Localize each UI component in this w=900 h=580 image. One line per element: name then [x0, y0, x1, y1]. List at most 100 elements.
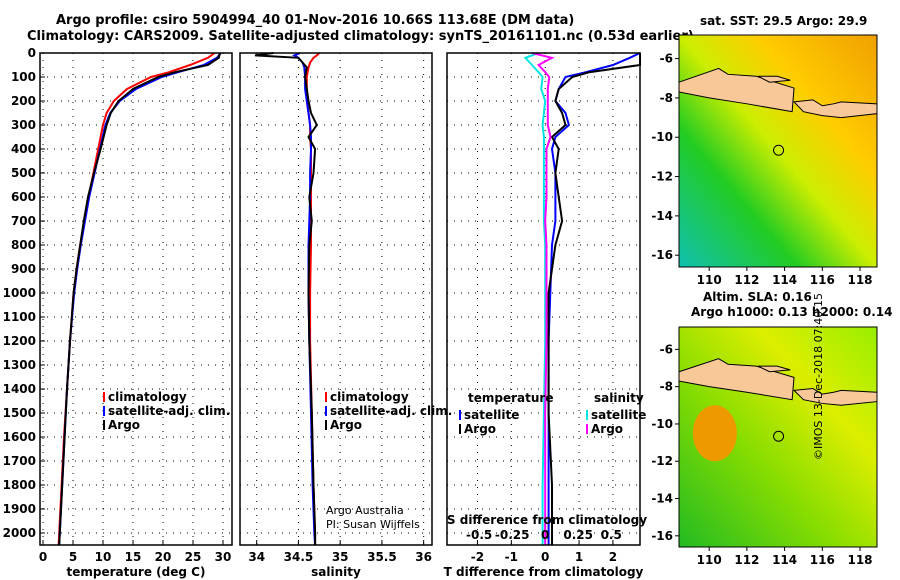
x-tick-label: 30: [215, 550, 232, 564]
argo-location-marker: [773, 430, 785, 442]
y-tick-label: 1500: [3, 406, 36, 420]
y-tick-label: 300: [11, 118, 36, 132]
lat-tick-label: -14: [651, 492, 673, 506]
x-tick-label: 34.5: [284, 550, 314, 564]
y-tick-label: 1300: [3, 358, 36, 372]
legend-label: satellite-adj. clim.: [108, 404, 230, 418]
title-line-2: Climatology: CARS2009. Satellite-adjuste…: [27, 29, 694, 44]
map-field: [679, 35, 877, 267]
series-line-argo: [254, 52, 318, 545]
x-tick-label: 35.5: [367, 550, 397, 564]
madura-island: [757, 365, 791, 373]
x-tick-label: 2: [609, 550, 617, 564]
credit-pi: PI: Susan Wijffels: [326, 518, 420, 531]
series-line-s-argo: [531, 52, 555, 545]
y-tick-label: 1100: [3, 310, 36, 324]
sst-map-title: sat. SST: 29.5 Argo: 29.9: [700, 14, 868, 28]
lon-tick-label: 114: [772, 273, 797, 287]
x-tick-label: 20: [155, 550, 172, 564]
sla-high-anomaly: [692, 405, 737, 462]
legend-label: satellite: [464, 408, 519, 422]
lon-tick-label: 118: [847, 273, 872, 287]
legend-label: Argo: [330, 418, 362, 432]
x-tick-label: 36: [415, 550, 432, 564]
series-line-argo: [58, 52, 221, 546]
s-tick-label: 0: [541, 528, 549, 542]
s-tick-label: 0.25: [563, 528, 593, 542]
lat-tick-label: -8: [660, 380, 673, 394]
map-frame: [678, 34, 878, 268]
legend-label: Argo: [591, 422, 623, 436]
credit-argo-australia: Argo Australia: [326, 504, 404, 517]
argo-location-marker: [773, 144, 785, 156]
map_sla-map: [675, 326, 878, 551]
series-line-satellite-adj-clim-: [58, 52, 222, 546]
lat-tick-label: -10: [651, 417, 673, 431]
lat-tick-label: -6: [660, 342, 673, 356]
x-tick-label: 1: [575, 550, 583, 564]
lon-tick-label: 116: [810, 553, 835, 567]
sla-map-title-2: Argo h1000: 0.13 h2000: 0.14: [691, 305, 893, 319]
y-tick-label: 1000: [3, 286, 36, 300]
x-tick-label: 5: [69, 550, 77, 564]
s-tick-label: -0.25: [495, 528, 530, 542]
lon-tick-label: 112: [734, 273, 759, 287]
x-tick-label: 0: [541, 550, 549, 564]
y-tick-label: 1900: [3, 502, 36, 516]
y-tick-label: 400: [11, 142, 36, 156]
y-tick-label: 700: [11, 214, 36, 228]
y-tick-label: 1200: [3, 334, 36, 348]
series-line-climatology: [57, 52, 216, 546]
lon-tick-label: 112: [734, 553, 759, 567]
y-tick-label: 1400: [3, 382, 36, 396]
title-line-1: Argo profile: csiro 5904994_40 01-Nov-20…: [56, 13, 575, 28]
x-tick-label: 0: [39, 550, 47, 564]
plot-frame: [239, 52, 433, 546]
y-tick-label: 1700: [3, 454, 36, 468]
series-line-s-satellite: [523, 52, 547, 545]
x-tick-label: 34: [248, 550, 265, 564]
lat-tick-label: -12: [651, 170, 673, 184]
x-axis-label: T difference from climatology: [444, 565, 644, 579]
legend-label: Argo: [464, 422, 496, 436]
lat-tick-label: -8: [660, 91, 673, 105]
legend-label: climatology: [330, 390, 409, 404]
s-tick-label: 0.5: [601, 528, 622, 542]
y-tick-label: 900: [11, 262, 36, 276]
legend-label: satellite-adj. clim.: [330, 404, 452, 418]
s-tick-label: -0.5: [466, 528, 492, 542]
x-tick-label: 35: [332, 550, 349, 564]
y-tick-label: 100: [11, 70, 36, 84]
lat-tick-label: -14: [651, 209, 673, 223]
lat-tick-label: -12: [651, 454, 673, 468]
lat-tick-label: -10: [651, 130, 673, 144]
y-tick-label: 1600: [3, 430, 36, 444]
legend-label: satellite: [591, 408, 646, 422]
map_sst-map: [675, 34, 878, 271]
y-tick-label: 500: [11, 166, 36, 180]
plot-frame: [446, 52, 641, 546]
legend-title-temperature: temperature: [468, 391, 553, 405]
lat-tick-label: -6: [660, 52, 673, 66]
legend-label: climatology: [108, 390, 187, 404]
sla-map-title-1: Altim. SLA: 0.16: [703, 290, 812, 304]
panel-temperature: [39, 52, 233, 546]
x-tick-label: 10: [95, 550, 112, 564]
s-axis-label: S difference from climatology: [447, 513, 647, 527]
x-axis-label: salinity: [311, 565, 361, 579]
x-tick-label: 15: [125, 550, 142, 564]
y-tick-label: 800: [11, 238, 36, 252]
panel-difference: [446, 52, 641, 546]
x-axis-label: temperature (deg C): [67, 565, 206, 579]
x-tick-label: -1: [505, 550, 518, 564]
y-tick-label: 0: [28, 46, 36, 60]
plot-frame: [39, 52, 233, 546]
y-tick-label: 600: [11, 190, 36, 204]
legend-title-salinity: salinity: [594, 391, 644, 405]
legend-label: Argo: [108, 418, 140, 432]
madura-island: [757, 75, 791, 83]
lat-tick-label: -16: [651, 248, 673, 262]
x-tick-label: 25: [185, 550, 202, 564]
y-tick-label: 2000: [3, 526, 36, 540]
